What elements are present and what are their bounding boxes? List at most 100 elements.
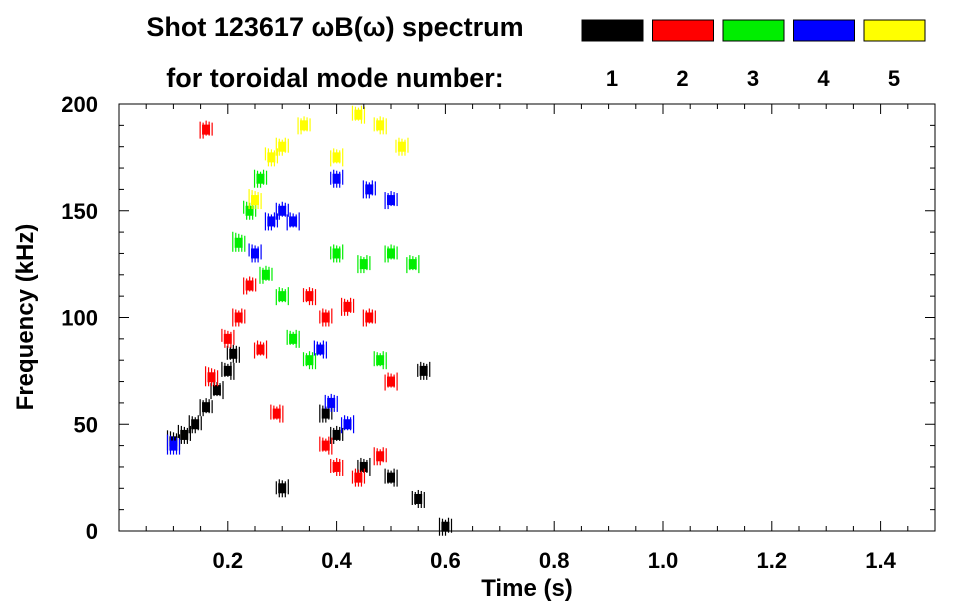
- mode-5-streak: [303, 116, 305, 132]
- mode-4-streak: [352, 415, 355, 434]
- mode-1-streak: [319, 404, 321, 423]
- mode-2-streak: [252, 277, 254, 292]
- mode-1-streak: [186, 427, 188, 444]
- chart-title-line1: Shot 123617 ωB(ω) spectrum: [146, 12, 523, 42]
- mode-1-streak: [363, 458, 365, 473]
- mode-4-streak: [295, 214, 297, 228]
- mode-4-streak: [178, 438, 181, 455]
- mode-3-streak: [357, 255, 359, 274]
- legend-label-mode-1: 1: [606, 66, 618, 91]
- mode-2-streak: [233, 329, 235, 345]
- mode-4-streak: [393, 192, 395, 207]
- mode-1-streak: [281, 480, 283, 498]
- mode-2-streak: [232, 308, 234, 327]
- mode-1-streak: [200, 416, 202, 431]
- mode-3-streak: [259, 266, 261, 284]
- mode-3-streak: [336, 245, 338, 263]
- mode-1-streak: [232, 344, 234, 363]
- mode-5-streak: [363, 106, 366, 124]
- y-tick-label: 0: [86, 519, 98, 544]
- mode-5-streak: [276, 148, 279, 164]
- mode-1-streak: [366, 459, 368, 473]
- mode-4-streak: [270, 214, 273, 231]
- mode-1-streak: [438, 517, 441, 536]
- mode-1-streak: [189, 425, 191, 441]
- mode-3-streak: [302, 352, 305, 367]
- mode-1-streak: [275, 481, 277, 495]
- mode-3-streak: [265, 170, 268, 185]
- mode-2-streak: [213, 369, 216, 387]
- mode-5-streak: [330, 150, 332, 167]
- x-axis-label: Time (s): [481, 575, 573, 602]
- mode-2-streak: [235, 309, 237, 327]
- mode-5-streak: [267, 148, 270, 167]
- legend-swatch-mode-3: [722, 19, 785, 42]
- mode-2-streak: [343, 298, 346, 316]
- mode-4-streak: [371, 180, 373, 196]
- mode-3-streak: [255, 201, 257, 217]
- mode-2-streak: [227, 330, 229, 348]
- mode-1-streak: [208, 399, 210, 414]
- x-tick-label: 1.4: [865, 548, 896, 573]
- mode-2-streak: [216, 370, 219, 387]
- mode-4-streak: [384, 192, 386, 210]
- mode-3-streak: [308, 351, 311, 370]
- mode-1-streak: [177, 424, 179, 438]
- mode-5-streak: [407, 137, 409, 153]
- mode-5-streak: [373, 117, 375, 132]
- mode-4-streak: [333, 169, 335, 188]
- mode-4-streak: [368, 182, 370, 199]
- mode-2-streak: [390, 373, 392, 388]
- x-tick-label: 0.8: [539, 548, 570, 573]
- legend-swatch-mode-2: [652, 19, 714, 42]
- mode-2-streak: [331, 437, 333, 455]
- mode-3-streak: [415, 257, 417, 271]
- mode-4-streak: [327, 395, 329, 409]
- mode-3-streak: [409, 255, 411, 271]
- mode-1-streak: [211, 400, 213, 414]
- mode-1-streak: [328, 404, 330, 420]
- mode-4-streak: [286, 214, 288, 231]
- mode-2-streak: [259, 341, 262, 356]
- mode-3-streak: [330, 246, 332, 260]
- mode-4-streak: [254, 245, 256, 263]
- mode-3-streak: [305, 353, 308, 367]
- mode-2-streak: [204, 366, 207, 387]
- mode-3-streak: [412, 256, 414, 271]
- mode-2-streak: [325, 438, 327, 452]
- mode-4-streak: [284, 202, 286, 217]
- mode-4-streak: [319, 342, 321, 356]
- mode-1-streak: [447, 517, 450, 533]
- mode-3-streak: [268, 266, 270, 281]
- y-tick-label: 150: [61, 199, 98, 224]
- mode-4-streak: [390, 191, 392, 207]
- mode-3-streak: [298, 330, 300, 348]
- mode-3-streak: [360, 256, 362, 274]
- mode-1-streak: [202, 400, 204, 417]
- mode-2-streak: [244, 309, 246, 324]
- mode-1-streak: [393, 468, 395, 487]
- mode-4-streak: [257, 246, 259, 263]
- mode-3-streak: [373, 351, 375, 367]
- mode-2-streak: [333, 459, 335, 473]
- mode-3-streak: [262, 169, 265, 185]
- mode-2-streak: [282, 405, 284, 423]
- mode-5-streak: [254, 191, 256, 210]
- mode-2-streak: [331, 308, 333, 324]
- mode-2-streak: [302, 288, 305, 303]
- mode-4-streak: [175, 437, 178, 455]
- mode-2-streak: [322, 437, 324, 452]
- mode-1-streak: [420, 361, 422, 380]
- mode-4-streak: [387, 193, 389, 210]
- mode-1-streak: [216, 382, 218, 397]
- mode-2-streak: [373, 447, 375, 466]
- mode-4-streak: [264, 212, 267, 231]
- mode-5-streak: [270, 149, 273, 167]
- mode-2-streak: [221, 328, 223, 342]
- mode-3-streak: [418, 255, 420, 274]
- mode-5-streak: [351, 105, 354, 121]
- axis-ticks: 0.2 0.4 0.6 0.8 1.0 1.2 1.4 0 50 100 150 200: [61, 92, 935, 573]
- mode-1-streak: [221, 361, 223, 377]
- mode-5-streak: [401, 138, 403, 156]
- mode-2-streak: [382, 447, 384, 463]
